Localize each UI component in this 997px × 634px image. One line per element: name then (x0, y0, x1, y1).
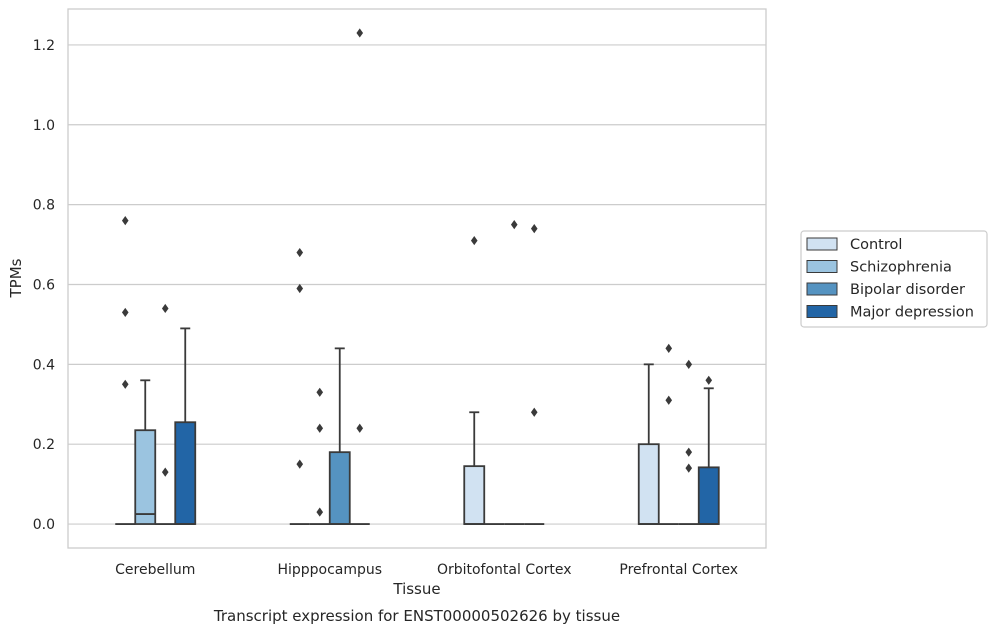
y-tick-label: 0.2 (33, 437, 55, 453)
legend-swatch (806, 305, 838, 318)
outlier-point (530, 223, 538, 234)
outlier-point (296, 283, 304, 294)
y-tick-label: 0.8 (33, 198, 55, 214)
y-tick-label: 0.0 (33, 517, 55, 533)
outlier-point (530, 407, 538, 417)
x-tick-label: Orbitofontal Cortex (437, 562, 572, 578)
legend-box (800, 230, 988, 328)
outlier-point (296, 459, 304, 469)
plot-area (115, 28, 720, 525)
x-tick-label: Prefrontal Cortex (619, 562, 738, 578)
outlier-point (296, 247, 304, 258)
outlier-point (316, 423, 324, 433)
chart-caption: Transcript expression for ENST0000050262… (213, 607, 620, 625)
box-body (174, 421, 197, 525)
x-tick-label: Hipppocampus (277, 562, 382, 578)
gridlines (68, 44, 766, 525)
box-1-3 (349, 28, 370, 525)
plot-frame (67, 8, 767, 549)
box-0-2 (155, 303, 176, 525)
x-axis-ticks: Cerebellum Hipppocampus Orbitofontal Corte… (115, 562, 738, 578)
outlier-point (685, 463, 693, 473)
box-0-3 (174, 327, 197, 525)
legend: Control Schizophrenia Bipolar disorder Majo… (800, 230, 988, 328)
x-tick-label: Cerebellum (115, 562, 195, 578)
box-3-0 (637, 363, 660, 525)
outlier-point (161, 303, 169, 314)
box-body (697, 466, 720, 525)
legend-label: Bipolar disorder (850, 282, 965, 298)
y-tick-label: 0.4 (33, 357, 55, 373)
box-body (637, 443, 660, 525)
outlier-point (685, 447, 693, 457)
box-1-1 (309, 387, 330, 525)
box-3-1 (658, 343, 679, 525)
legend-label: Control (850, 237, 902, 253)
outlier-point (121, 307, 129, 318)
legend-label: Major depression (850, 305, 974, 321)
outlier-point (356, 423, 364, 433)
box-1-2 (328, 347, 351, 525)
box-3-3 (697, 375, 720, 525)
box-0-0 (115, 216, 136, 525)
box-2-0 (463, 235, 486, 525)
outlier-point (470, 235, 478, 246)
x-axis-label: Tissue (392, 580, 440, 598)
y-axis-label: TPMs (7, 258, 25, 298)
box-body (134, 429, 157, 525)
box-2-3 (524, 223, 545, 525)
y-tick-label: 0.6 (33, 277, 55, 293)
legend-label: Schizophrenia (850, 260, 952, 276)
box-0-1 (134, 379, 157, 525)
box-3-2 (678, 359, 699, 525)
outlier-point (316, 507, 324, 517)
y-tick-label: 1.2 (33, 38, 55, 54)
y-tick-label: 1.0 (33, 118, 55, 134)
outlier-point (665, 395, 673, 405)
outlier-point (705, 375, 713, 385)
outlier-point (316, 387, 324, 397)
outlier-point (121, 216, 129, 226)
legend-swatch (806, 237, 838, 251)
box-1-0 (289, 247, 310, 525)
outlier-point (510, 220, 518, 230)
y-axis-ticks: 0.0 0.2 0.4 0.6 0.8 1.0 1.2 (33, 38, 55, 533)
outlier-point (121, 379, 129, 389)
box-body (328, 451, 351, 525)
legend-swatch (806, 260, 838, 273)
box-2-2 (504, 220, 525, 525)
outlier-point (356, 28, 364, 38)
outlier-point (685, 359, 693, 369)
outlier-point (665, 343, 673, 353)
box-body (463, 465, 486, 525)
legend-swatch (806, 282, 838, 296)
outlier-point (161, 467, 169, 477)
